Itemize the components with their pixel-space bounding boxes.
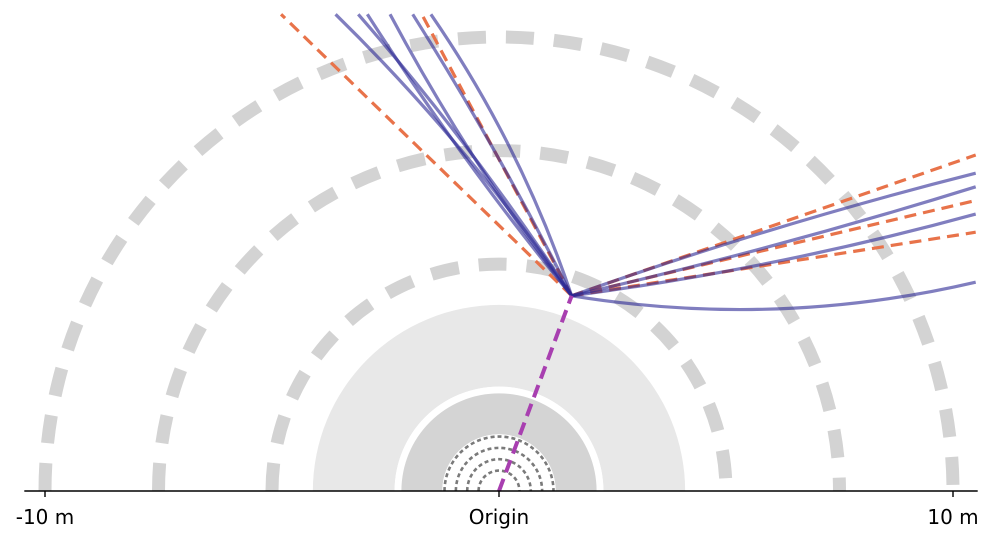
tracker-layer-1: [477, 469, 521, 492]
jet-1-track-5: [357, 13, 573, 297]
incoming-particle: [497, 295, 574, 492]
jet-2-track-3: [571, 212, 977, 298]
incoming-track: [497, 295, 574, 492]
jet-1-track-3: [411, 13, 574, 297]
tick-label-origin: Origin: [468, 505, 530, 529]
jet-1-track-6: [429, 13, 574, 297]
jet-2-track-1: [571, 171, 977, 298]
jet-1-axis-1: [279, 13, 573, 297]
tick-label-right: 10 m: [927, 505, 979, 529]
tick-label-left: -10 m: [15, 505, 75, 529]
muon-chambers: [38, 30, 960, 492]
tracker-layer-4: [443, 435, 555, 492]
jet-2-axis-2: [571, 198, 977, 298]
muon-chamber-ring-1: [265, 257, 733, 492]
muon-chamber-ring-2: [152, 144, 846, 492]
jet-2-track-4: [571, 280, 977, 312]
tracker-layer-2: [465, 457, 533, 492]
jet-2-axis-1: [571, 153, 977, 298]
jet-tracks: [334, 13, 977, 312]
x-axis: [24, 490, 978, 497]
inner-tracker: [443, 435, 555, 492]
jet-2-track-2: [571, 185, 977, 298]
outer-calorimeter: [312, 304, 686, 491]
inner-calorimeter: [401, 393, 597, 491]
calorimeters: [312, 304, 686, 491]
muon-chamber-ring-3: [38, 30, 960, 492]
